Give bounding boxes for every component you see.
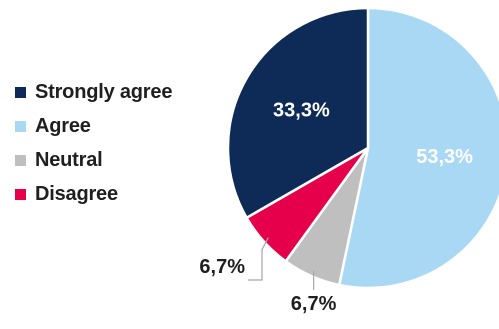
- legend-item-agree: Agree: [15, 109, 172, 143]
- legend-item-disagree: Disagree: [15, 177, 172, 211]
- legend: Strongly agree Agree Neutral Disagree: [15, 75, 172, 211]
- data-label-neutral: 6,7%: [291, 293, 337, 315]
- data-label-agree: 53,3%: [416, 146, 473, 168]
- data-label-strongly-agree: 33,3%: [273, 99, 330, 121]
- pie-slice-agree: [337, 6, 499, 290]
- legend-label-neutral: Neutral: [35, 148, 103, 171]
- legend-item-strongly-agree: Strongly agree: [15, 75, 172, 109]
- legend-label-strongly-agree: Strongly agree: [35, 80, 173, 103]
- legend-swatch-strongly-agree: [15, 86, 26, 98]
- legend-item-neutral: Neutral: [15, 143, 172, 177]
- data-label-disagree: 6,7%: [199, 256, 245, 278]
- leader-line-disagree: [248, 237, 269, 281]
- legend-swatch-neutral: [15, 154, 26, 166]
- legend-swatch-disagree: [15, 188, 26, 200]
- legend-label-agree: Agree: [35, 114, 91, 137]
- pie-slice-strongly-agree: [226, 6, 370, 219]
- legend-swatch-agree: [15, 120, 26, 132]
- legend-label-disagree: Disagree: [35, 182, 118, 205]
